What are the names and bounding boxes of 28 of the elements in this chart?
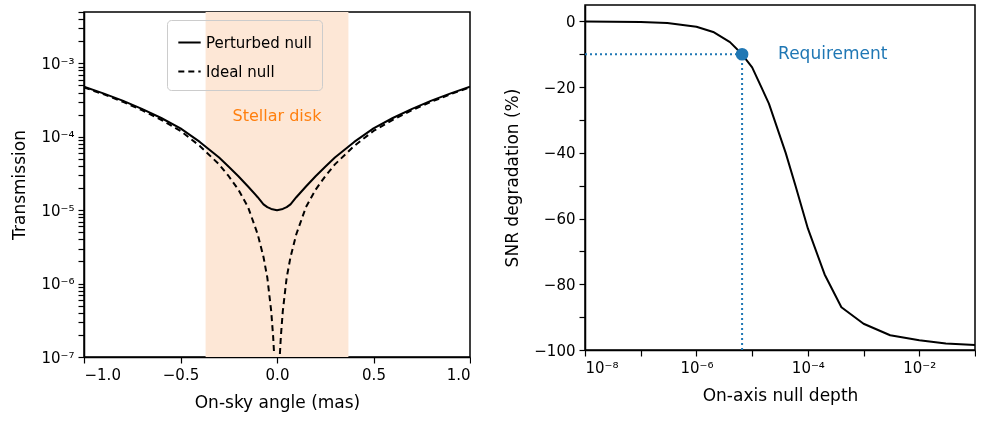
x-tick-label: 10⁻² [903,358,937,377]
x-tick-label: 10⁻⁸ [585,358,619,377]
y-axis-title: SNR degradation (%) [502,88,523,268]
x-tick-label: 0.5 [362,365,386,384]
x-tick-label: 10⁻⁶ [680,358,714,377]
y-tick-label: 0 [565,12,576,31]
y-tick-label: −20 [543,78,576,97]
legend-label: Perturbed null [206,33,312,52]
y-tick-label: −40 [543,144,576,163]
y-tick-label: −80 [543,275,576,294]
x-tick-label: 10⁻⁴ [791,358,825,377]
y-tick-label: 10⁻⁴ [41,128,75,147]
y-tick-label: 10⁻⁷ [41,348,75,367]
annotation: Requirement [778,43,888,64]
y-tick-label: 10⁻⁵ [41,201,75,220]
x-tick-label: −0.5 [162,365,200,384]
y-tick-label: −60 [543,210,576,229]
band-label: Stellar disk [232,105,323,125]
x-tick-label: −1.0 [84,365,121,384]
y-tick-label: 10⁻⁶ [41,275,75,294]
y-tick-label: −100 [534,341,576,360]
x-axis-title: On-sky angle (mas) [194,391,361,412]
x-axis-title: On-axis null depth [702,384,859,405]
x-tick-label: 1.0 [446,365,471,384]
x-tick-label: 0.0 [265,365,290,384]
y-tick-label: 10⁻³ [41,54,75,73]
y-axis-title: Transmission [9,130,30,241]
legend-label: Ideal null [206,62,275,81]
